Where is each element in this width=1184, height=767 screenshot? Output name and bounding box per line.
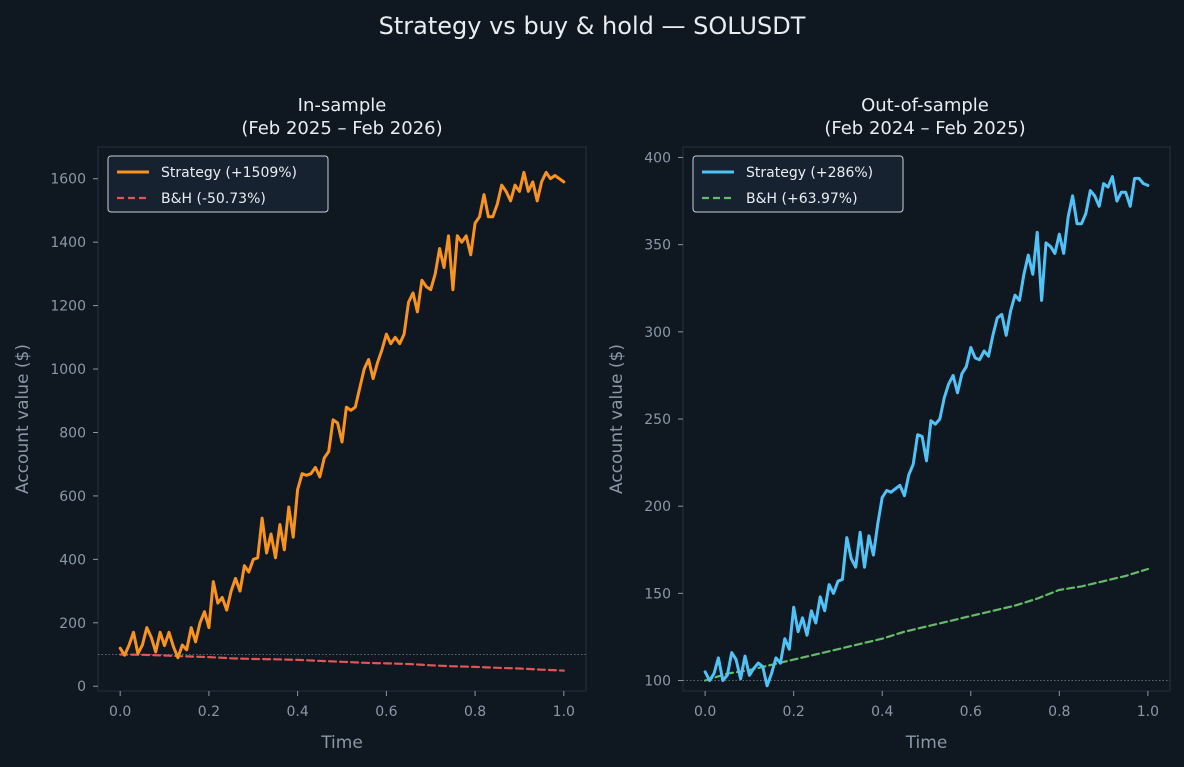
panel-title-line-1: In-sample [298, 95, 387, 116]
series-line-strategy [703, 175, 1150, 688]
series-line-buy-and-hold [119, 653, 565, 672]
panel-out-of-sample: Out-of-sample(Feb 2024 – Feb 2025) 0.0 0.2… [607, 95, 1171, 753]
y-tick-label: 250 [644, 412, 671, 428]
y-tick-label: 0 [77, 679, 86, 695]
x-tick-label: 0.8 [464, 704, 486, 720]
figure-suptitle: Strategy vs buy & hold — SOLUSDT [379, 12, 806, 40]
x-tick-label: 0.0 [694, 704, 716, 720]
y-tick-label: 100 [644, 674, 671, 690]
x-tick-label: 0.6 [375, 704, 397, 720]
y-tick-label: 150 [644, 586, 671, 602]
x-tick-label: 0.0 [109, 704, 131, 720]
x-tick-label: 0.4 [287, 704, 309, 720]
y-axis-label: Account value ($) [607, 344, 627, 494]
legend: Strategy (+286%) B&H (+63.97%) [692, 155, 904, 213]
x-tick-label: 1.0 [1137, 704, 1159, 720]
plot-frame [97, 146, 587, 692]
y-tick-label: 200 [644, 499, 671, 515]
y-tick-label: 1400 [50, 235, 86, 251]
panel-title-line-2: (Feb 2025 – Feb 2026) [241, 118, 442, 139]
x-tick-label: 0.2 [198, 704, 220, 720]
x-axis-label: Time [905, 733, 948, 753]
x-tick-label: 0.4 [871, 704, 893, 720]
legend-label-strategy: Strategy (+1509%) [161, 165, 297, 181]
y-tick-label: 350 [644, 238, 671, 254]
plot-frame [682, 146, 1171, 692]
x-tick-label: 0.2 [783, 704, 805, 720]
y-tick-label: 800 [59, 425, 86, 441]
panel-title-line-1: Out-of-sample [861, 95, 989, 116]
x-axis-label: Time [320, 733, 363, 753]
y-tick-label: 400 [59, 552, 86, 568]
x-tick-label: 0.6 [960, 704, 982, 720]
y-tick-label: 300 [644, 325, 671, 341]
legend-label-buy-and-hold: B&H (-50.73%) [161, 191, 266, 207]
legend-box [692, 155, 904, 213]
y-tick-label: 600 [59, 489, 86, 505]
series-line-strategy [118, 170, 566, 660]
y-tick-label: 400 [644, 150, 671, 166]
y-tick-label: 1200 [50, 299, 86, 315]
legend-label-strategy: Strategy (+286%) [746, 165, 873, 181]
y-tick-label: 200 [59, 616, 86, 632]
x-tick-label: 0.8 [1048, 704, 1070, 720]
y-axis-label: Account value ($) [13, 344, 33, 494]
panel-title-line-2: (Feb 2024 – Feb 2025) [824, 118, 1025, 139]
legend-label-buy-and-hold: B&H (+63.97%) [746, 191, 858, 207]
legend-box [107, 155, 329, 213]
y-tick-label: 1000 [50, 362, 86, 378]
panel-in-sample: In-sample(Feb 2025 – Feb 2026) 0.0 0.2 0.4 0… [13, 95, 587, 753]
legend: Strategy (+1509%) B&H (-50.73%) [107, 155, 329, 213]
series-line-buy-and-hold [703, 567, 1150, 682]
y-tick-label: 1600 [50, 172, 86, 188]
x-tick-label: 1.0 [553, 704, 575, 720]
